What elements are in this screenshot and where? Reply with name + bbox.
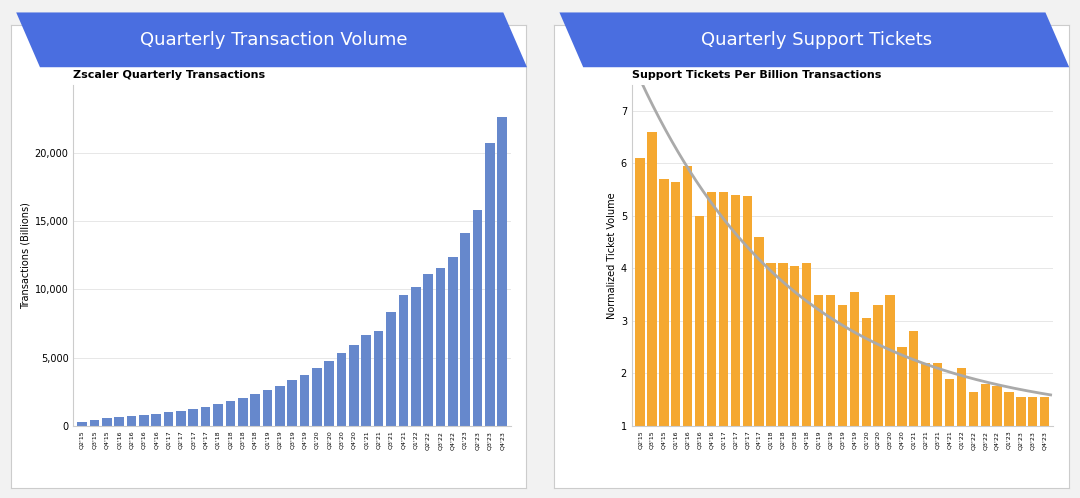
Bar bbox=[957, 368, 966, 478]
Bar bbox=[387, 312, 395, 426]
Bar bbox=[473, 210, 483, 426]
Bar bbox=[213, 404, 222, 426]
Bar bbox=[731, 195, 740, 478]
Bar bbox=[460, 233, 470, 426]
Bar bbox=[1028, 397, 1038, 478]
Bar bbox=[921, 363, 930, 478]
Bar bbox=[349, 345, 359, 426]
Bar bbox=[251, 394, 260, 426]
Bar bbox=[719, 192, 728, 478]
Text: Quarterly Transaction Volume: Quarterly Transaction Volume bbox=[140, 31, 408, 49]
Bar bbox=[114, 417, 124, 426]
Bar bbox=[874, 305, 882, 478]
Text: Quarterly Support Tickets: Quarterly Support Tickets bbox=[701, 31, 932, 49]
Bar bbox=[164, 412, 174, 426]
Y-axis label: Normalized Ticket Volume: Normalized Ticket Volume bbox=[607, 192, 617, 319]
Bar bbox=[312, 368, 322, 426]
Bar bbox=[1004, 391, 1014, 478]
Bar bbox=[933, 363, 942, 478]
Bar bbox=[647, 132, 657, 478]
Bar bbox=[696, 216, 704, 478]
Bar bbox=[102, 418, 111, 426]
Bar bbox=[435, 268, 445, 426]
Bar bbox=[791, 266, 799, 478]
Bar bbox=[410, 287, 420, 426]
Bar bbox=[238, 398, 247, 426]
Text: Support Tickets Per Billion Transactions: Support Tickets Per Billion Transactions bbox=[632, 70, 881, 80]
Bar bbox=[814, 295, 823, 478]
Bar bbox=[862, 318, 870, 478]
Bar bbox=[90, 420, 99, 426]
Bar bbox=[275, 385, 285, 426]
Bar bbox=[897, 347, 906, 478]
Bar bbox=[151, 414, 161, 426]
Bar bbox=[945, 378, 954, 478]
Bar bbox=[399, 295, 408, 426]
Bar bbox=[362, 335, 372, 426]
Bar bbox=[423, 273, 433, 426]
Bar bbox=[176, 411, 186, 426]
Bar bbox=[981, 384, 990, 478]
Bar bbox=[993, 386, 1002, 478]
Bar bbox=[126, 416, 136, 426]
Bar bbox=[337, 353, 347, 426]
Bar bbox=[299, 374, 309, 426]
Bar bbox=[189, 409, 198, 426]
Bar bbox=[1040, 397, 1050, 478]
Bar bbox=[743, 196, 752, 478]
Bar bbox=[683, 166, 692, 478]
Bar bbox=[779, 263, 787, 478]
Bar bbox=[826, 295, 835, 478]
Bar bbox=[226, 401, 235, 426]
Bar bbox=[287, 380, 297, 426]
Bar bbox=[485, 143, 495, 426]
Bar bbox=[755, 237, 764, 478]
Bar bbox=[838, 305, 847, 478]
Bar bbox=[498, 118, 507, 426]
Bar bbox=[850, 292, 859, 478]
Bar bbox=[909, 331, 918, 478]
Bar bbox=[448, 257, 458, 426]
Bar bbox=[78, 422, 86, 426]
Bar bbox=[201, 407, 211, 426]
Bar bbox=[139, 415, 149, 426]
Bar bbox=[707, 192, 716, 478]
Bar bbox=[262, 389, 272, 426]
Bar bbox=[374, 331, 383, 426]
Bar bbox=[886, 295, 894, 478]
Bar bbox=[324, 361, 334, 426]
Bar bbox=[671, 182, 680, 478]
Text: Zscaler Quarterly Transactions: Zscaler Quarterly Transactions bbox=[73, 70, 266, 80]
Bar bbox=[767, 263, 775, 478]
Bar bbox=[635, 158, 645, 478]
Bar bbox=[969, 391, 977, 478]
Bar bbox=[1016, 397, 1026, 478]
Bar bbox=[659, 179, 669, 478]
Y-axis label: Transactions (Billions): Transactions (Billions) bbox=[21, 202, 30, 309]
Bar bbox=[802, 263, 811, 478]
